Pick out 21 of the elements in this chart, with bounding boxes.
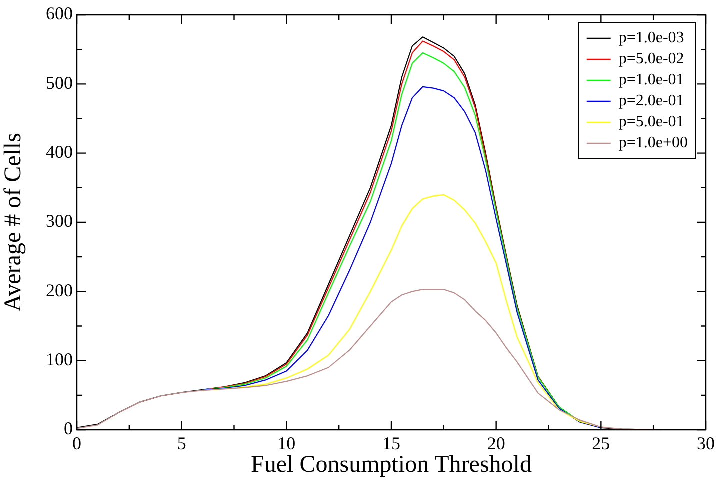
y-tick-label: 300: [46, 211, 73, 232]
y-tick-label: 200: [46, 280, 73, 300]
legend-label: p=2.0e-01: [618, 92, 684, 110]
legend-label: p=1.0e-03: [618, 30, 684, 47]
y-tick-label: 600: [46, 4, 73, 24]
x-tick-label: 25: [592, 434, 610, 454]
x-tick-label: 30: [697, 434, 715, 454]
x-tick-label: 20: [487, 434, 506, 454]
y-axis-title: Average # of Cells: [0, 133, 27, 312]
x-tick-label: 5: [177, 434, 186, 454]
y-tick-label: 100: [46, 350, 73, 370]
legend-label: p=5.0e-01: [618, 114, 684, 131]
x-tick-label: 15: [382, 434, 400, 454]
legend-label: p=1.0e-01: [618, 72, 684, 89]
x-tick-label: 10: [278, 434, 296, 454]
y-tick-label: 400: [46, 142, 73, 162]
x-axis-title: Fuel Consumption Threshold: [251, 452, 532, 478]
y-tick-label: 0: [64, 418, 73, 439]
legend-label: p=1.0e+00: [618, 134, 688, 152]
legend-label: p=5.0e-02: [618, 50, 684, 68]
y-tick-label: 500: [46, 72, 73, 93]
